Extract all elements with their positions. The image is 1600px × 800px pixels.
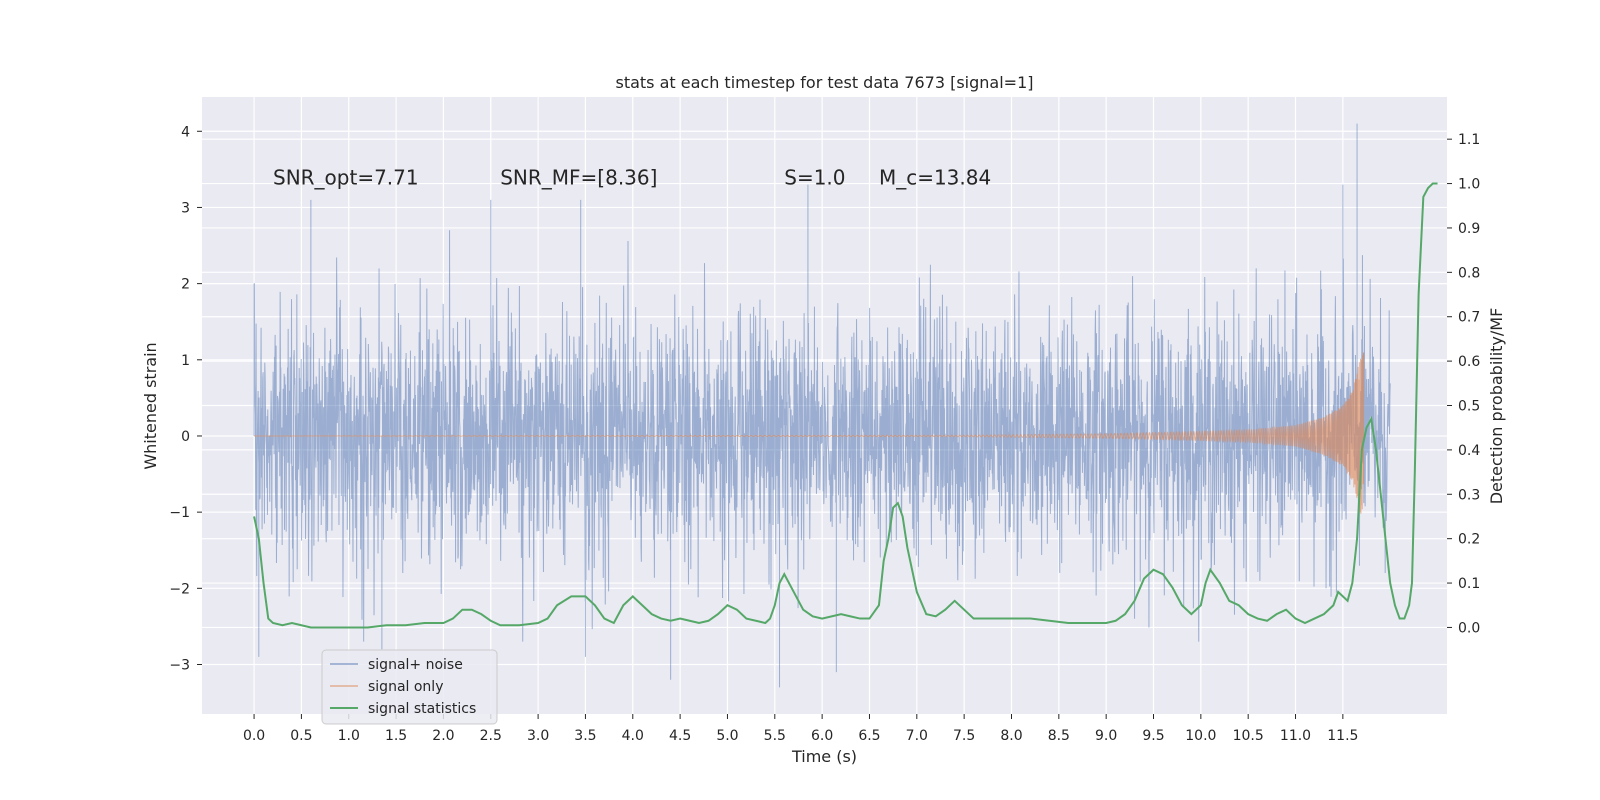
axes: 0.0 0.5 1.0 1.5 2.0 2.5 3.0 3.5 4.0 4.5 5.0 5.5 6.0 6… xyxy=(169,124,1480,744)
legend-label: signal only xyxy=(368,679,443,695)
x-tick-label: 10.5 xyxy=(1233,728,1264,744)
x-tick-label: 11.0 xyxy=(1280,728,1311,744)
series-signal-only xyxy=(254,352,1365,514)
x-tick-label: 0.0 xyxy=(243,728,265,744)
y-tick-label: 3 xyxy=(181,200,190,216)
y-axis-label: Whitened strain xyxy=(141,342,160,469)
y-right-tick-label: 0.6 xyxy=(1458,354,1480,370)
y-tick-label: 2 xyxy=(181,277,190,293)
y-right-tick-label: 0.4 xyxy=(1458,443,1480,459)
y-tick-label: −2 xyxy=(169,581,190,597)
x-tick-label: 11.5 xyxy=(1327,728,1358,744)
x-tick-label: 6.0 xyxy=(811,728,833,744)
series-layer xyxy=(253,123,1438,688)
y-tick-label: 4 xyxy=(181,124,190,140)
x-tick-label: 6.5 xyxy=(858,728,880,744)
x-tick-label: 3.0 xyxy=(527,728,549,744)
y-right-tick-label: 0.5 xyxy=(1458,399,1480,415)
x-tick-label: 5.5 xyxy=(764,728,786,744)
y-right-tick-label: 0.9 xyxy=(1458,221,1480,237)
y-right-tick-label: 0.3 xyxy=(1458,487,1480,503)
annotation-text: SNR_MF=[8.36] xyxy=(500,166,657,190)
x-tick-label: 1.5 xyxy=(385,728,407,744)
y-tick-label: −1 xyxy=(169,505,190,521)
x-tick-label: 5.0 xyxy=(716,728,738,744)
series-signal-statistics xyxy=(253,182,1438,629)
x-tick-label: 1.0 xyxy=(338,728,360,744)
legend: signal+ noise signal only signal statistic… xyxy=(321,649,498,725)
y-right-tick-label: 0.1 xyxy=(1458,576,1480,592)
y-right-tick-label: 1.0 xyxy=(1458,177,1480,193)
x-tick-label: 0.5 xyxy=(290,728,312,744)
x-axis-label: Time (s) xyxy=(791,747,857,766)
series-signal-plus-noise xyxy=(253,123,1391,688)
annotation-text: SNR_opt=7.71 xyxy=(273,166,419,190)
x-tick-label: 10.0 xyxy=(1185,728,1216,744)
x-tick-label: 9.5 xyxy=(1142,728,1164,744)
x-tick-label: 3.5 xyxy=(574,728,596,744)
annotations: SNR_opt=7.71 SNR_MF=[8.36] S=1.0 M_c=13.84 xyxy=(273,166,991,190)
legend-label: signal statistics xyxy=(368,701,476,717)
x-tick-label: 8.0 xyxy=(1000,728,1022,744)
legend-box xyxy=(321,649,498,725)
legend-label: signal+ noise xyxy=(368,657,463,673)
annotation-text: S=1.0 xyxy=(784,166,845,190)
y-right-tick-label: 0.8 xyxy=(1458,265,1480,281)
x-tick-label: 2.0 xyxy=(432,728,454,744)
x-tick-label: 2.5 xyxy=(480,728,502,744)
x-tick-label: 4.0 xyxy=(622,728,644,744)
x-tick-label: 7.5 xyxy=(953,728,975,744)
y-tick-label: 1 xyxy=(181,353,190,369)
x-tick-label: 9.0 xyxy=(1095,728,1117,744)
x-tick-label: 7.0 xyxy=(906,728,928,744)
y-right-tick-label: 0.0 xyxy=(1458,620,1480,636)
x-tick-label: 4.5 xyxy=(669,728,691,744)
chart-title: stats at each timestep for test data 767… xyxy=(615,73,1033,92)
y-right-tick-label: 0.7 xyxy=(1458,310,1480,326)
x-tick-label: 8.5 xyxy=(1048,728,1070,744)
annotation-text: M_c=13.84 xyxy=(879,166,991,190)
y-tick-label: 0 xyxy=(181,429,190,445)
y-tick-label: −3 xyxy=(169,657,190,673)
y-right-tick-label: 0.2 xyxy=(1458,532,1480,548)
y-axis-label-right: Detection probability/MF xyxy=(1487,308,1506,505)
y-right-tick-label: 1.1 xyxy=(1458,132,1480,148)
